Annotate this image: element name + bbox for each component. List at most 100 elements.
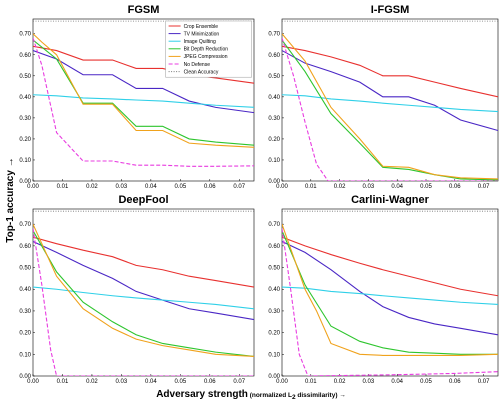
x-tick-label: 0.02	[86, 184, 98, 190]
y-tick-label: 0.20	[19, 137, 31, 143]
panel-title: I-FGSM	[371, 4, 410, 16]
x-axis-label: Adversary strength (normalized L2 dissim…	[156, 389, 346, 401]
y-axis-label: Top-1 accuracy →	[5, 157, 16, 242]
x-tick-label: 0.05	[174, 379, 186, 385]
series-line-bit-depth-reduction	[282, 230, 498, 355]
x-tick-label: 0.07	[233, 379, 245, 385]
series-line-jpeg-compression	[33, 33, 254, 148]
x-tick-label: 0.02	[334, 184, 346, 190]
y-tick-label: 0.50	[268, 74, 280, 80]
y-tick-label: 0.00	[19, 179, 31, 185]
legend-label: Clean Accuracy	[184, 69, 219, 75]
x-tick-label: 0.06	[204, 184, 216, 190]
x-tick-label: 0.04	[145, 379, 157, 385]
chart-panel-4: Carlini-Wagner 0.00 0.10 0.20 0.30 0.40 0.50 0.…	[268, 194, 499, 385]
y-tick-label: 0.30	[19, 309, 31, 315]
y-tick-label: 0.40	[268, 95, 280, 101]
series-line-tv-minimization	[33, 241, 254, 321]
y-tick-label: 0.10	[19, 158, 31, 164]
x-axis-label-paren-close: dissimilarity) →	[296, 392, 346, 399]
series-line-jpeg-compression	[282, 223, 498, 356]
series-line-no-defense	[33, 228, 254, 376]
chart-panel-1: FGSM 0.00 0.10 0.20 0.30 0.40 0.50 0.60 0.70 0.00…	[19, 4, 255, 190]
y-tick-label: 0.60	[19, 244, 31, 250]
series-line-image-quilting	[282, 94, 498, 113]
y-tick-label: 0.20	[268, 137, 280, 143]
x-tick-label: 0.02	[334, 379, 346, 385]
y-tick-label: 0.10	[19, 352, 31, 358]
series-line-image-quilting	[33, 286, 254, 310]
legend-label: JPEG Compression	[184, 54, 228, 60]
y-tick-label: 0.40	[19, 95, 31, 101]
legend-label: Image Quilting	[184, 39, 216, 45]
plot-frame	[281, 208, 499, 377]
x-tick-label: 0.07	[233, 184, 245, 190]
series-line-jpeg-compression	[33, 223, 254, 358]
y-tick-label: 0.30	[268, 309, 280, 315]
y-tick-label: 0.50	[268, 266, 280, 272]
x-tick-label: 0.05	[420, 379, 432, 385]
series-line-tv-minimization	[282, 241, 498, 336]
y-tick-label: 0.20	[19, 331, 31, 337]
series-line-tv-minimization	[282, 50, 498, 132]
y-tick-label: 0.00	[268, 179, 280, 185]
chart-panel-3: DeepFool 0.00 0.10 0.20 0.30 0.40 0.50 0.60 0.70…	[19, 194, 255, 385]
y-tick-label: 0.60	[268, 244, 280, 250]
x-tick-label: 0.04	[391, 379, 403, 385]
y-tick-label: 0.20	[268, 331, 280, 337]
y-tick-label: 0.70	[19, 222, 31, 228]
x-tick-label: 0.01	[305, 184, 317, 190]
x-tick-label: 0.06	[204, 379, 216, 385]
x-tick-label: 0.03	[363, 184, 375, 190]
y-tick-label: 0.50	[19, 266, 31, 272]
legend-label: Bit Depth Reduction	[184, 47, 229, 53]
y-tick-label: 0.70	[268, 222, 280, 228]
series-line-no-defense	[33, 37, 254, 167]
x-axis-label-sub: 2	[292, 394, 296, 401]
x-tick-label: 0.06	[449, 184, 461, 190]
panel-title: FGSM	[128, 4, 160, 16]
series-line-no-defense	[282, 37, 498, 181]
y-tick-label: 0.70	[268, 32, 280, 38]
x-tick-label: 0.03	[116, 184, 128, 190]
x-tick-label: 0.03	[363, 379, 375, 385]
series-line-image-quilting	[33, 94, 254, 108]
series-line-image-quilting	[282, 286, 498, 305]
y-tick-label: 0.40	[268, 287, 280, 293]
x-tick-label: 0.06	[449, 379, 461, 385]
x-tick-label: 0.04	[391, 184, 403, 190]
y-tick-label: 0.70	[19, 32, 31, 38]
series-line-no-defense	[282, 228, 498, 376]
series-line-bit-depth-reduction	[282, 39, 498, 181]
y-tick-label: 0.60	[268, 53, 280, 59]
panel-title: DeepFool	[118, 194, 168, 206]
legend-label: No Defense	[184, 62, 211, 68]
series-line-bit-depth-reduction	[33, 39, 254, 146]
series-line-crop-ensemble	[282, 236, 498, 297]
x-tick-label: 0.07	[478, 379, 490, 385]
x-tick-label: 0.01	[57, 379, 69, 385]
x-tick-label: 0.00	[27, 379, 39, 385]
x-tick-label: 0.01	[305, 379, 317, 385]
panel-title: Carlini-Wagner	[351, 194, 430, 206]
x-tick-label: 0.01	[57, 184, 69, 190]
y-tick-label: 0.10	[268, 158, 280, 164]
legend-label: TV Minimization	[184, 31, 220, 37]
series-line-tv-minimization	[33, 50, 254, 114]
y-tick-label: 0.10	[268, 352, 280, 358]
y-tick-label: 0.30	[268, 116, 280, 122]
x-tick-label: 0.07	[478, 184, 490, 190]
y-tick-label: 0.60	[19, 53, 31, 59]
x-tick-label: 0.05	[174, 184, 186, 190]
plot-frame	[32, 208, 255, 377]
series-line-crop-ensemble	[282, 45, 498, 98]
x-tick-label: 0.03	[116, 379, 128, 385]
y-tick-label: 0.50	[19, 74, 31, 80]
y-tick-label: 0.00	[19, 374, 31, 380]
x-tick-label: 0.02	[86, 379, 98, 385]
y-tick-label: 0.00	[268, 374, 280, 380]
chart-panel-2: I-FGSM 0.00 0.10 0.20 0.30 0.40 0.50 0.60 0.70 0.…	[268, 4, 499, 190]
series-line-jpeg-compression	[282, 33, 498, 180]
